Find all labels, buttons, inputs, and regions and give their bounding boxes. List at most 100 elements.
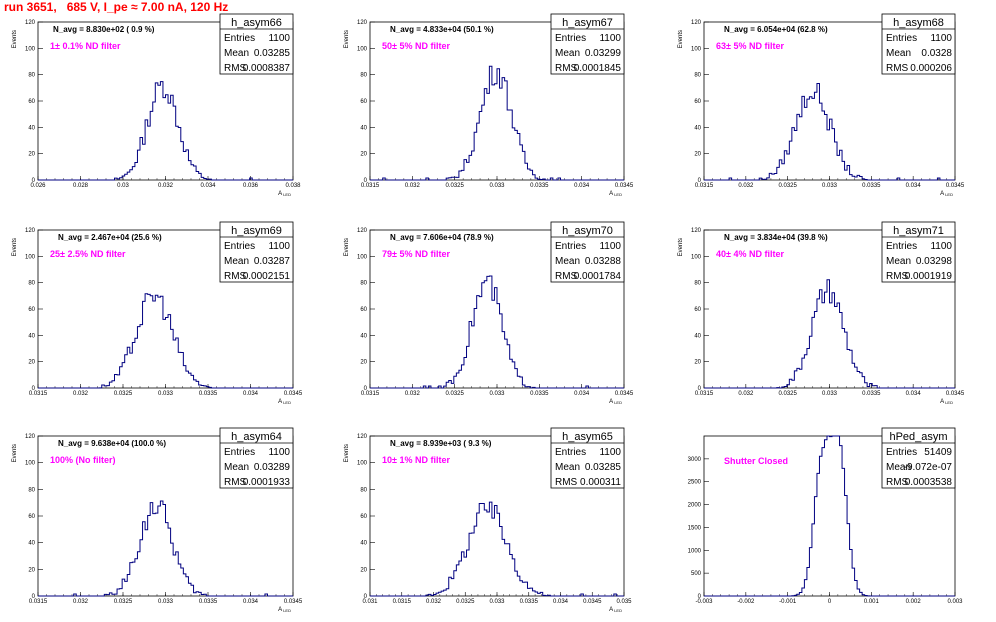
stats-value: 0.0001933 — [243, 477, 291, 488]
y-tick-label: 40 — [28, 541, 35, 547]
x-tick-label: 0.033 — [822, 183, 838, 189]
x-tick-label: 0.0325 — [778, 391, 797, 397]
x-tick-label: 0.0335 — [862, 391, 881, 397]
stats-key: Entries — [224, 33, 255, 44]
x-tick-label: -0.001 — [779, 599, 797, 605]
y-tick-label: 40 — [694, 125, 701, 131]
stats-name: h_asym64 — [231, 431, 282, 443]
stats-box — [881, 427, 956, 489]
x-tick-label: 0.0315 — [361, 391, 380, 397]
y-tick-label: 3000 — [688, 457, 702, 463]
x-tick-label: 0.033 — [158, 599, 174, 605]
histogram-series-h_asym67 — [370, 65, 624, 181]
y-tick-label: 0 — [32, 178, 36, 184]
stats-key: Entries — [886, 33, 917, 44]
stats-value: 0.0008387 — [243, 63, 291, 74]
x-tick-label: 0.001 — [864, 599, 880, 605]
x-axis-label-sub: LED — [944, 192, 953, 197]
y-tick-label: 0 — [698, 594, 702, 600]
x-tick-label: 0.0345 — [583, 599, 602, 605]
y-tick-label: 0 — [364, 178, 368, 184]
stats-key: Entries — [224, 447, 255, 458]
y-tick-label: 80 — [694, 73, 701, 79]
y-axis-label: Events — [344, 30, 350, 48]
x-axis-label-sub: LED — [613, 608, 622, 613]
y-tick-label: 60 — [694, 307, 701, 313]
stats-box — [550, 427, 625, 489]
stats-key: RMS — [886, 63, 909, 74]
y-tick-label: 0 — [364, 386, 368, 392]
x-axis-label: A LED — [609, 399, 622, 405]
stats-key: RMS — [886, 477, 909, 488]
y-tick-label: 20 — [694, 152, 701, 158]
y-tick-label: 0 — [32, 594, 36, 600]
stats-value: 1100 — [930, 33, 952, 44]
x-axis-label: A LED — [940, 191, 953, 197]
n-avg-label: N_avg = 4.833e+04 (50.1 %) — [390, 25, 494, 34]
x-tick-label: 0.026 — [30, 183, 46, 189]
y-tick-label: 100 — [25, 46, 36, 52]
y-tick-label: 80 — [360, 487, 367, 493]
x-axis-label: A LED — [940, 399, 953, 405]
y-tick-label: 100 — [691, 254, 702, 260]
x-tick-label: 0.031 — [362, 599, 378, 605]
histogram-series-h_asym71 — [704, 279, 955, 389]
x-tick-label: 0.0325 — [445, 391, 464, 397]
stats-box — [219, 221, 294, 283]
y-tick-label: 120 — [357, 228, 368, 234]
x-tick-label: 0.0315 — [361, 183, 380, 189]
stats-name: hPed_asym — [889, 431, 947, 443]
x-tick-label: 0.038 — [285, 183, 301, 189]
y-tick-label: 60 — [28, 514, 35, 520]
stats-value: 1100 — [268, 241, 290, 252]
y-tick-label: 80 — [360, 73, 367, 79]
y-tick-label: 0 — [698, 178, 702, 184]
x-tick-label: 0.034 — [906, 183, 922, 189]
stats-name: h_asym65 — [562, 431, 613, 443]
stats-value: 0.0001784 — [574, 271, 622, 282]
x-tick-label: 0.03 — [117, 183, 129, 189]
y-tick-label: 2000 — [688, 503, 702, 509]
y-axis-label: Events — [344, 238, 350, 256]
y-tick-label: 120 — [25, 20, 36, 26]
histogram-panel-h_asym71: 0.0315 0.032 0.0325 0.033 0.0335 0.034 0.0345 0… — [678, 221, 965, 405]
y-tick-label: 40 — [360, 541, 367, 547]
x-tick-label: 0.032 — [73, 599, 89, 605]
stats-value: 0.03289 — [254, 462, 291, 473]
y-tick-label: 120 — [691, 20, 702, 26]
x-tick-label: 0.033 — [489, 599, 505, 605]
y-tick-label: 40 — [360, 333, 367, 339]
stats-value: 1100 — [268, 447, 290, 458]
x-tick-label: 0.028 — [73, 183, 89, 189]
filter-label: 25± 2.5% ND filter — [50, 249, 126, 259]
stats-key: RMS — [555, 63, 578, 74]
stats-box — [219, 13, 294, 75]
x-tick-label: 0.0335 — [520, 599, 539, 605]
y-tick-label: 120 — [25, 228, 36, 234]
stats-key: Entries — [886, 447, 917, 458]
stats-key: RMS — [555, 477, 578, 488]
y-tick-label: 40 — [694, 333, 701, 339]
stats-name: h_asym67 — [562, 17, 613, 29]
filter-label: Shutter Closed — [724, 456, 788, 466]
y-tick-label: 120 — [691, 228, 702, 234]
x-tick-label: 0.0335 — [530, 391, 549, 397]
y-tick-label: 120 — [25, 434, 36, 440]
x-axis-label: A LED — [278, 399, 291, 405]
stats-box — [219, 427, 294, 489]
y-tick-label: 100 — [691, 46, 702, 52]
x-tick-label: 0.032 — [405, 391, 421, 397]
stats-key: Mean — [224, 48, 249, 59]
histogram-series-h_asym68 — [704, 82, 955, 181]
y-tick-label: 1500 — [688, 525, 702, 531]
x-axis-label: A LED — [609, 607, 622, 613]
x-tick-label: -0.002 — [737, 599, 755, 605]
x-axis-label: A LED — [278, 607, 291, 613]
y-tick-label: 60 — [360, 99, 367, 105]
x-axis-label-sub: LED — [944, 400, 953, 405]
y-tick-label: 100 — [25, 254, 36, 260]
y-tick-label: 100 — [25, 461, 36, 467]
y-tick-label: 80 — [360, 281, 367, 287]
stats-key: Mean — [886, 462, 911, 473]
